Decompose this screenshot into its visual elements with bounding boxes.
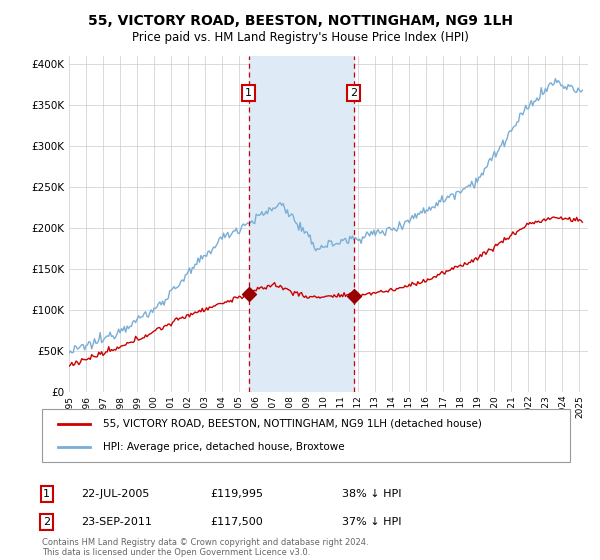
Point	[349, 291, 358, 300]
Text: HPI: Average price, detached house, Broxtowe: HPI: Average price, detached house, Brox…	[103, 442, 344, 452]
Text: 22-JUL-2005: 22-JUL-2005	[81, 489, 149, 499]
Text: 38% ↓ HPI: 38% ↓ HPI	[342, 489, 401, 499]
Text: £119,995: £119,995	[210, 489, 263, 499]
Text: 37% ↓ HPI: 37% ↓ HPI	[342, 517, 401, 527]
Text: 1: 1	[245, 88, 252, 98]
Text: 1: 1	[43, 489, 50, 499]
Text: Contains HM Land Registry data © Crown copyright and database right 2024.
This d: Contains HM Land Registry data © Crown c…	[42, 538, 368, 557]
Text: 55, VICTORY ROAD, BEESTON, NOTTINGHAM, NG9 1LH (detached house): 55, VICTORY ROAD, BEESTON, NOTTINGHAM, N…	[103, 419, 482, 429]
Text: Price paid vs. HM Land Registry's House Price Index (HPI): Price paid vs. HM Land Registry's House …	[131, 31, 469, 44]
Text: 2: 2	[350, 88, 357, 98]
Text: 55, VICTORY ROAD, BEESTON, NOTTINGHAM, NG9 1LH: 55, VICTORY ROAD, BEESTON, NOTTINGHAM, N…	[88, 14, 512, 28]
Text: 2: 2	[43, 517, 50, 527]
Text: £117,500: £117,500	[210, 517, 263, 527]
Point	[244, 289, 253, 298]
FancyBboxPatch shape	[42, 409, 570, 462]
Text: 23-SEP-2011: 23-SEP-2011	[81, 517, 152, 527]
Bar	[248, 56, 353, 392]
